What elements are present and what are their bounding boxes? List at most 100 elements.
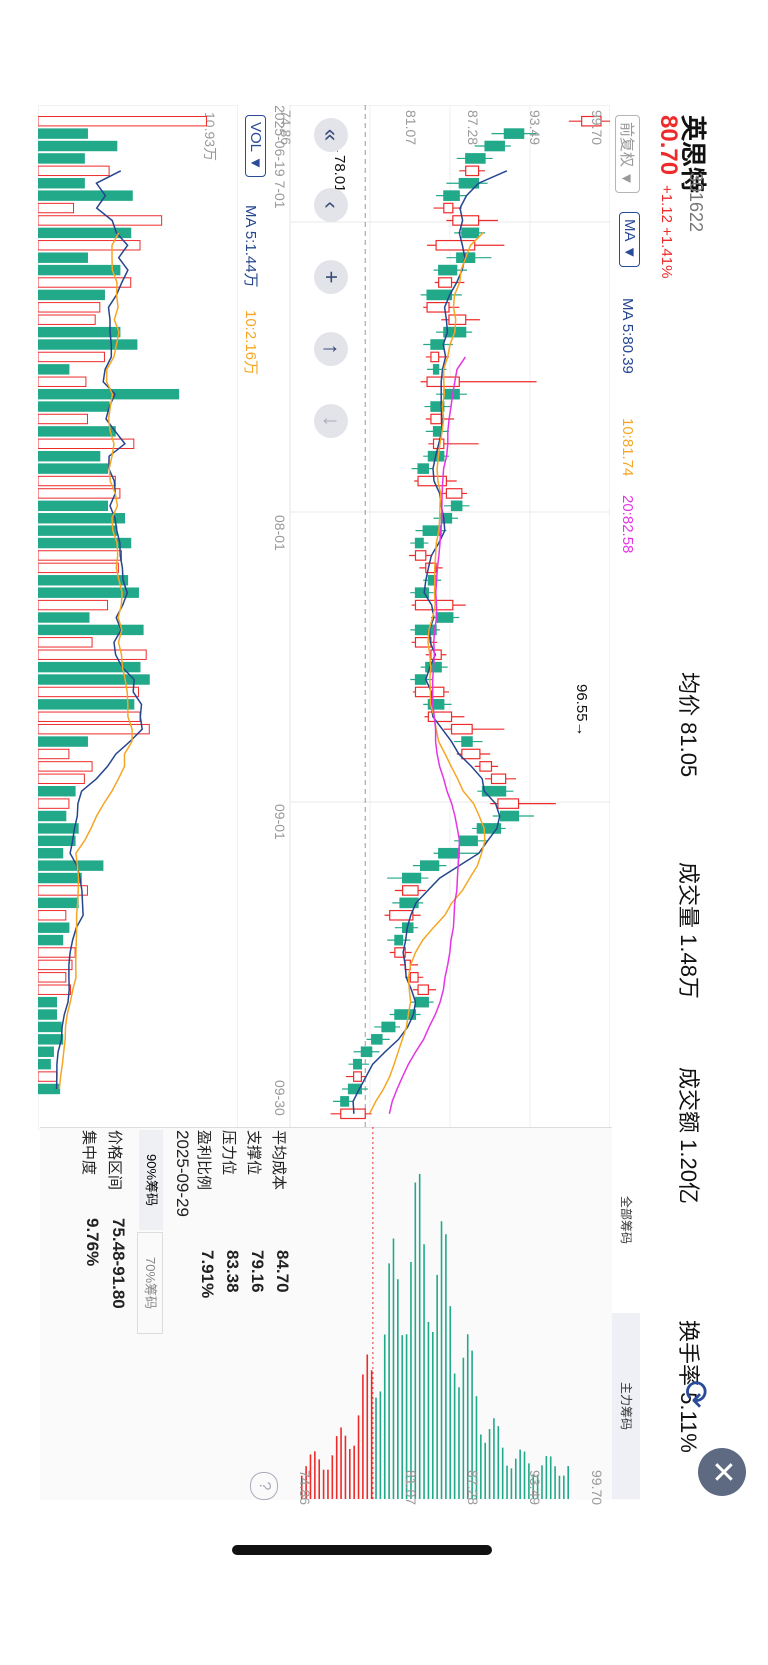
ma20-line <box>388 356 467 1114</box>
pressure-value: 83.38 <box>223 1250 242 1293</box>
date-tick: 09-01 <box>272 804 288 840</box>
candlestick-chart[interactable] <box>160 105 610 1130</box>
volume-chart[interactable] <box>38 105 238 1130</box>
chip-distribution-chart <box>300 1127 569 1499</box>
candle-body <box>438 277 453 288</box>
candle-body <box>353 1071 362 1082</box>
ma10-line <box>368 232 486 1115</box>
candle-body <box>452 215 480 226</box>
volume-bar <box>38 190 133 201</box>
candle-body <box>490 773 507 785</box>
zoom-out-button[interactable]: ↑ <box>314 332 348 366</box>
tab-all-chips[interactable]: 全部筹码 <box>612 1127 640 1313</box>
candle-body <box>503 128 525 139</box>
volume-bar <box>38 376 87 387</box>
volume-bar <box>38 339 138 350</box>
volume-bar <box>38 761 93 772</box>
candle-body <box>414 624 437 636</box>
volume-bar <box>38 848 64 859</box>
volume-bar <box>38 426 116 437</box>
chip-axis-tick: 87.28 <box>465 1470 481 1506</box>
volume-bar <box>38 798 70 809</box>
candle-body <box>445 488 463 499</box>
candle-body <box>420 860 440 871</box>
volume-bar <box>38 153 85 164</box>
candle-body <box>409 971 419 983</box>
close-button[interactable]: ✕ <box>698 1448 746 1496</box>
volume-bar <box>38 661 141 673</box>
price-tick: 93.49 <box>527 110 543 146</box>
volume-bar <box>38 240 141 251</box>
stock-code: 301622 <box>686 172 706 233</box>
volume-bar <box>38 984 71 995</box>
volume-bar <box>38 413 88 425</box>
volume-bar <box>38 1071 58 1082</box>
candle-body <box>443 190 460 201</box>
candle-body <box>484 140 505 152</box>
candle-body <box>461 748 481 760</box>
volume-bar <box>38 140 118 152</box>
chip-axis-tick: 74.86 <box>297 1470 313 1506</box>
ma5-line <box>352 170 508 1114</box>
candle-body <box>353 1058 362 1070</box>
ma-selector[interactable]: MA ▼ <box>619 212 640 267</box>
avg-cost-label: 平均成本 <box>270 1130 287 1191</box>
tab-70-chips[interactable]: 70%筹码 <box>137 1232 163 1334</box>
candle-body <box>499 810 520 822</box>
candle-body <box>340 1096 350 1107</box>
volume-bar <box>38 711 141 722</box>
help-icon[interactable]: ? <box>250 1472 278 1500</box>
volume-bar <box>38 364 70 375</box>
support-label: 支撑位 <box>245 1130 262 1176</box>
volume-bar <box>38 525 118 536</box>
candle-body <box>450 500 463 512</box>
volume-bar <box>38 897 79 909</box>
candle-body <box>389 909 414 921</box>
volume-bar <box>38 475 116 487</box>
volume-bar <box>38 860 104 871</box>
volume-bar <box>38 326 121 338</box>
volume-bar <box>38 910 67 921</box>
volume-bar <box>38 947 76 958</box>
volume-bar <box>38 649 147 660</box>
chip-axis-tick: 81.07 <box>403 1470 419 1506</box>
refresh-icon[interactable]: ⟳ <box>676 1380 714 1409</box>
zoom-in-button[interactable]: + <box>314 260 348 294</box>
vol-ma10-line <box>58 232 133 1090</box>
ma5-legend: MA 5:80.39 <box>619 298 636 374</box>
candle-body <box>461 736 473 747</box>
volume-bar <box>38 575 129 586</box>
tab-main-chips[interactable]: 主力筹码 <box>612 1313 640 1499</box>
volume-bar <box>38 959 73 971</box>
candle-body <box>414 550 427 561</box>
volume-bar <box>38 550 122 561</box>
candle-body <box>394 947 406 958</box>
candle-body <box>432 426 442 437</box>
candle-body <box>417 475 447 487</box>
page-back-button[interactable]: ‹ <box>314 188 348 222</box>
candle-body <box>432 364 440 375</box>
scroll-down-button[interactable]: ↓ <box>314 404 348 438</box>
volume-bar <box>38 537 132 549</box>
rewind-button[interactable]: « <box>314 118 348 152</box>
volume-bar <box>38 736 88 747</box>
vol-selector[interactable]: VOL ▼ <box>245 115 266 178</box>
vol-ma5-legend: MA 5:1.44万 <box>242 205 259 288</box>
price-change: +1.12 +1.41% <box>658 185 675 279</box>
volume-bar <box>38 178 85 189</box>
candle-body <box>497 798 520 809</box>
candle-body <box>394 934 404 946</box>
tab-90-chips[interactable]: 90%筹码 <box>139 1130 163 1230</box>
pressure-label: 压力位 <box>220 1130 237 1176</box>
candle-body <box>438 847 460 859</box>
volume-bar <box>38 934 64 946</box>
candle-body <box>401 885 419 896</box>
volume-bar <box>38 637 93 648</box>
ma20-legend: 20:82.58 <box>619 495 636 554</box>
volume-bar <box>38 302 101 313</box>
adjust-selector[interactable]: 前复权 ▼ <box>615 115 640 194</box>
range-label: 价格区间 <box>106 1130 123 1191</box>
candle-body <box>581 115 602 127</box>
chip-axis-tick: 93.49 <box>527 1470 543 1506</box>
